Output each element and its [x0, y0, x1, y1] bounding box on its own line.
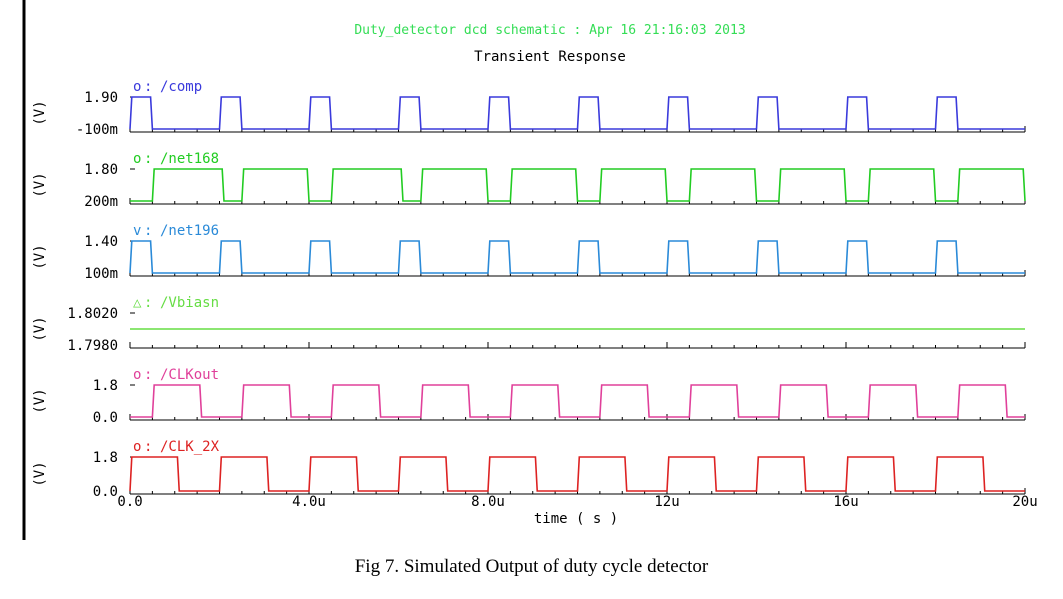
y-tick-label: 1.8 [93, 378, 118, 394]
y-tick-label: -100m [76, 122, 118, 138]
x-tick-label: 20u [1012, 494, 1037, 510]
legend-colon-sep: : [144, 223, 152, 239]
x-tick-label: 12u [654, 494, 679, 510]
y-tick-label: 1.8 [93, 450, 118, 466]
strips: 1.90-100m(V)o:/comp1.80200m(V)o:/net1681… [32, 79, 1026, 500]
x-axis-label: time ( s ) [534, 511, 618, 527]
x-tick-label: 16u [833, 494, 858, 510]
y-axis-label: (V) [32, 244, 48, 269]
y-axis-label: (V) [32, 100, 48, 125]
strip-net168: 1.80 200m (V) o: /net168 [32, 151, 1026, 210]
legend-name: /comp [160, 79, 202, 95]
x-tick-label: 4.0u [292, 494, 326, 510]
legend-marker: v [133, 223, 141, 239]
y-axis-label: (V) [32, 172, 48, 197]
legend-marker: △ [133, 295, 142, 311]
legend-name: /CLKout [160, 367, 219, 383]
x-axis: 0.0 4.0u 8.0u 12u 16u 20u [117, 494, 1037, 510]
chart-title: Transient Response [474, 49, 626, 65]
y-axis-label: (V) [32, 316, 48, 341]
figure-caption: Fig 7. Simulated Output of duty cycle de… [354, 556, 709, 577]
series-line [130, 168, 1026, 202]
y-tick-label: 0.0 [93, 410, 118, 426]
legend-colon-sep: : [144, 151, 152, 167]
legend-colon-sep: : [144, 79, 152, 95]
plot-background [0, 0, 1063, 540]
series-line [130, 384, 1025, 418]
transient-plot: Duty_detector dcd schematic : Apr 16 21:… [0, 0, 1063, 540]
legend-marker: o [133, 79, 141, 95]
legend-marker: o [133, 439, 141, 455]
legend-name: /net168 [160, 151, 219, 167]
strip-vbiasn: 1.8020 1.7980 (V) △: /Vbiasn [32, 295, 1026, 354]
y-tick-label: 1.8020 [67, 306, 118, 322]
y-tick-label: 1.80 [84, 162, 118, 178]
y-tick-label: 1.7980 [67, 338, 118, 354]
legend-colon-sep: : [144, 367, 152, 383]
series-line [129, 96, 1025, 130]
legend-colon-sep: : [144, 295, 152, 311]
legend-marker: o [133, 151, 141, 167]
x-tick-label: 0.0 [117, 494, 142, 510]
y-tick-label: 200m [84, 194, 118, 210]
legend-name: /net196 [160, 223, 219, 239]
y-tick-label: 0.0 [93, 484, 118, 500]
x-tick-label: 8.0u [471, 494, 505, 510]
y-tick-label: 1.90 [84, 90, 118, 106]
y-tick-label: 100m [84, 266, 118, 282]
strip-net196: 1.40 100m (V) v: /net196 [32, 223, 1026, 282]
legend-name: /Vbiasn [160, 295, 219, 311]
series-line [129, 456, 1025, 492]
strip-comp: 1.90 -100m (V) o: /comp [32, 79, 1026, 138]
waveform-window: Duty_detector dcd schematic : Apr 16 21:… [0, 0, 1063, 540]
y-axis-label: (V) [32, 388, 48, 413]
strip-clk_2x: 1.8 0.0 (V) o: /CLK_2X [32, 439, 1026, 500]
series-line [129, 240, 1025, 274]
legend-name: /CLK_2X [160, 439, 220, 455]
strip-clkout: 1.8 0.0 (V) o: /CLKout [32, 367, 1026, 426]
window-title: Duty_detector dcd schematic : Apr 16 21:… [354, 23, 745, 38]
y-axis-label: (V) [32, 461, 48, 486]
legend-marker: o [133, 367, 141, 383]
y-tick-label: 1.40 [84, 234, 118, 250]
legend-colon-sep: : [144, 439, 152, 455]
